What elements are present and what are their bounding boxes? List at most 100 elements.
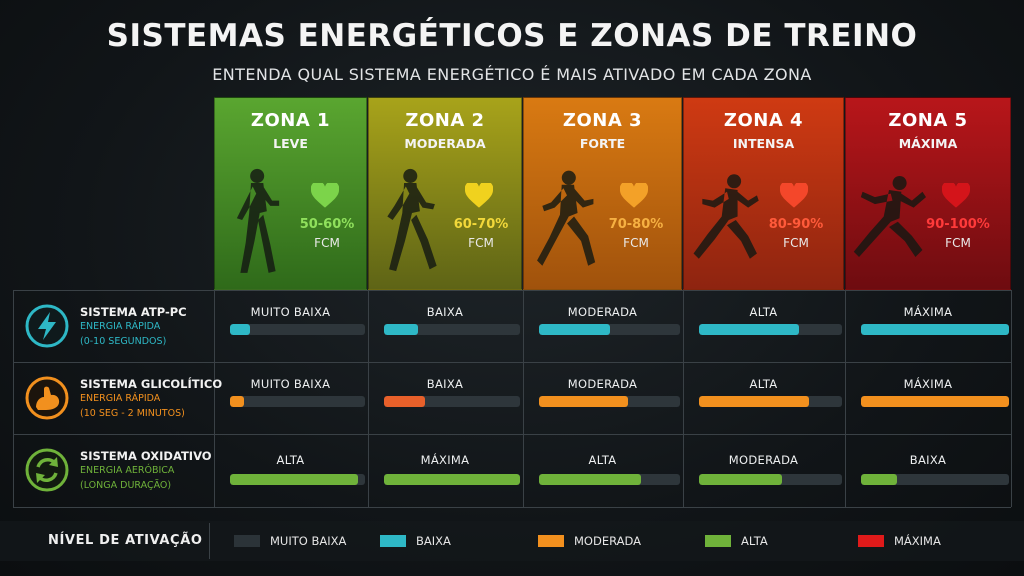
activation-bar-track (699, 324, 842, 335)
heart-icon (311, 183, 339, 208)
activation-level-label: BAIXA (426, 305, 464, 319)
legend-divider (209, 523, 210, 559)
activation-bar-fill (539, 474, 641, 485)
row-divider (13, 507, 1011, 508)
page-subtitle: ENTENDA QUAL SISTEMA ENERGÉTICO É MAIS A… (212, 65, 812, 84)
zone-percent: 90-100% (926, 217, 990, 232)
activation-level-label: ALTA (749, 377, 778, 391)
zone-unit: FCM (945, 236, 971, 250)
activation-bar-fill (384, 396, 425, 407)
system-name: SISTEMA ATP-PC (80, 305, 187, 319)
zone-title: ZONA 3 (562, 110, 643, 131)
legend-label: ALTA (741, 534, 768, 548)
legend-swatch (234, 535, 260, 547)
runner-icon (853, 175, 926, 257)
activation-bar-track (230, 396, 365, 407)
zone-intensity: MODERADA (404, 136, 486, 151)
system-duration: (10 SEG - 2 MINUTOS) (80, 408, 185, 419)
activation-bar-track (699, 396, 842, 407)
legend-label: MUITO BAIXA (270, 534, 347, 548)
legend-label: BAIXA (416, 534, 451, 548)
legend-title: NÍVEL DE ATIVAÇÃO (48, 533, 203, 548)
activation-bar-fill (384, 324, 418, 335)
flexed-arm-icon (25, 376, 69, 420)
activation-bar-fill (861, 324, 1009, 335)
activation-bar-fill (861, 396, 1009, 407)
row-divider (13, 434, 1011, 435)
column-divider (683, 290, 684, 507)
activation-bar-fill (230, 324, 251, 335)
heart-icon (942, 183, 970, 208)
zone-4-card: ZONA 4 INTENSA 80-90% FCM (683, 97, 844, 290)
legend-label: MODERADA (574, 534, 642, 548)
activation-level-label: MÁXIMA (903, 377, 953, 391)
activation-bar-track (539, 396, 680, 407)
legend-swatch (538, 535, 564, 547)
legend-label: MÁXIMA (894, 534, 941, 548)
activation-level-label: MUITO BAIXA (250, 377, 331, 391)
lightning-icon (25, 304, 69, 348)
activation-bar-track (539, 474, 680, 485)
activation-bar-track (699, 474, 842, 485)
runner-icon (693, 174, 759, 259)
row-divider (13, 362, 1011, 363)
activation-bar-track (861, 474, 1009, 485)
zone-intensity: FORTE (579, 136, 626, 151)
cycle-arrows-icon (25, 448, 69, 492)
zone-title: ZONA 4 (723, 110, 804, 131)
page-title: SISTEMAS ENERGÉTICOS E ZONAS DE TREINO (106, 18, 918, 54)
zone-unit: FCM (783, 236, 809, 250)
column-divider (13, 290, 14, 507)
column-divider (845, 290, 846, 507)
activation-bar-fill (861, 474, 897, 485)
zone-unit: FCM (623, 236, 649, 250)
zone-percent: 80-90% (768, 217, 824, 232)
heart-icon (465, 183, 493, 208)
system-name: SISTEMA GLICOLÍTICO (80, 377, 223, 391)
activation-bar-fill (230, 396, 244, 407)
activation-level-label: BAIXA (426, 377, 464, 391)
runner-icon (537, 170, 596, 266)
zone-intensity: MÁXIMA (898, 136, 958, 151)
zone-intensity: INTENSA (732, 136, 795, 151)
activation-bar-fill (699, 396, 810, 407)
system-energy-type: ENERGIA RÁPIDA (80, 393, 161, 404)
heart-icon (620, 183, 648, 208)
runner-icon (387, 168, 437, 272)
column-divider (1011, 290, 1012, 507)
activation-level-label: MODERADA (728, 453, 799, 467)
zone-percent: 60-70% (453, 217, 509, 232)
system-energy-type: ENERGIA AERÓBICA (80, 465, 175, 476)
zone-title: ZONA 2 (405, 110, 485, 131)
runner-icon (236, 168, 280, 273)
column-divider (368, 290, 369, 507)
activation-level-label: MODERADA (567, 377, 638, 391)
heart-icon (780, 183, 808, 208)
activation-bar-fill (384, 474, 520, 485)
activation-bar-fill (539, 324, 610, 335)
zone-percent: 50-60% (299, 217, 355, 232)
column-divider (523, 290, 524, 507)
activation-bar-track (230, 474, 365, 485)
activation-level-label: MÁXIMA (903, 305, 953, 319)
activation-level-label: MÁXIMA (420, 453, 470, 467)
system-energy-type: ENERGIA RÁPIDA (80, 321, 161, 332)
activation-level-label: ALTA (276, 453, 305, 467)
activation-bar-fill (699, 324, 800, 335)
activation-bar-fill (539, 396, 628, 407)
zone-unit: FCM (314, 236, 340, 250)
zone-2-card: ZONA 2 MODERADA 60-70% FCM (368, 97, 522, 290)
activation-bar-fill (230, 474, 359, 485)
activation-bar-track (384, 324, 520, 335)
zone-3-card: ZONA 3 FORTE 70-80% FCM (523, 97, 682, 290)
activation-bar-track (384, 474, 520, 485)
zone-unit: FCM (468, 236, 494, 250)
row-divider (13, 290, 1011, 291)
activation-level-label: MUITO BAIXA (250, 305, 331, 319)
activation-level-label: BAIXA (909, 453, 947, 467)
zone-title: ZONA 5 (888, 110, 968, 131)
zone-1-card: ZONA 1 LEVE 50-60% FCM (214, 97, 367, 290)
activation-bar-track (384, 396, 520, 407)
activation-bar-track (230, 324, 365, 335)
zone-title: ZONA 1 (250, 110, 331, 131)
